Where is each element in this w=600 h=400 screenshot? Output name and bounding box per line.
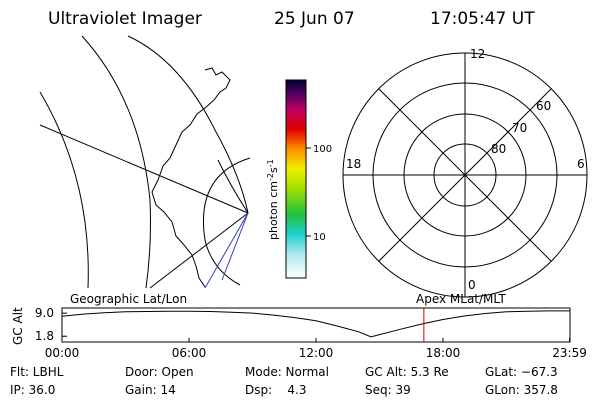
y-tick-label: 9.0 <box>35 306 54 320</box>
mlt-label: 18 <box>346 157 361 171</box>
mlt-label: 12 <box>470 47 485 61</box>
map-arc <box>127 35 249 214</box>
status-field: Flt: LBHL <box>10 365 64 379</box>
strip-ylabel: GC Alt <box>11 307 25 345</box>
status-field: Door: Open <box>125 365 194 379</box>
map-line <box>149 212 249 289</box>
status-field: Dsp: 4.3 <box>245 383 307 397</box>
unit-exp: -1 <box>266 159 275 167</box>
colorbar-tick-label: 100 <box>313 144 332 155</box>
mlt-label: 6 <box>577 157 585 171</box>
polar-grid <box>342 52 588 298</box>
status-field: GLat: −67.3 <box>485 365 558 379</box>
coastline <box>151 67 231 288</box>
status-field: Mode: Normal <box>245 365 329 379</box>
unit: photon cm <box>267 181 280 240</box>
y-tick-label: 1.8 <box>35 329 54 343</box>
x-tick-label: 06:00 <box>172 346 207 360</box>
time: 17:05:47 UT <box>430 9 535 29</box>
x-tick-label: 12:00 <box>299 346 334 360</box>
status-field: GLon: 357.8 <box>485 383 558 397</box>
date: 25 Jun 07 <box>274 9 355 29</box>
status-field: GC Alt: 5.3 Re <box>365 365 449 379</box>
colorbar <box>285 79 307 279</box>
x-tick-label: 00:00 <box>45 346 80 360</box>
map-arc <box>217 159 249 214</box>
title: Ultraviolet Imager <box>48 9 202 29</box>
spoke <box>378 88 552 262</box>
altitude-line <box>61 310 570 338</box>
status-field: IP: 36.0 <box>10 383 55 397</box>
unit: s <box>267 167 280 173</box>
x-tick-label: 18:00 <box>426 346 461 360</box>
mlt-label: 0 <box>468 278 476 292</box>
x-tick-label: 23:59 <box>552 346 587 360</box>
map-arc <box>81 35 151 289</box>
map-arc <box>203 157 251 286</box>
footer: Flt: LBHL Door: Open Mode: Normal GC Alt: 5… <box>10 365 558 397</box>
map-line <box>39 124 249 214</box>
status-field: Gain: 14 <box>125 383 176 397</box>
lat-label: 60 <box>536 99 551 113</box>
map <box>39 35 251 289</box>
unit-exp: -2 <box>266 173 275 181</box>
strip-label: Apex MLat/MLT <box>416 292 506 306</box>
colorbar-tick-label: 10 <box>313 232 326 243</box>
status-field: Seq: 39 <box>365 383 411 397</box>
lat-label: 70 <box>512 121 527 135</box>
map-line <box>221 212 249 281</box>
strip-label: Geographic Lat/Lon <box>70 292 187 306</box>
lat-label: 80 <box>491 142 506 156</box>
map-arc <box>39 91 89 289</box>
colorbar-label: photon cm-2s-1 <box>266 159 280 240</box>
map-line <box>204 212 249 289</box>
